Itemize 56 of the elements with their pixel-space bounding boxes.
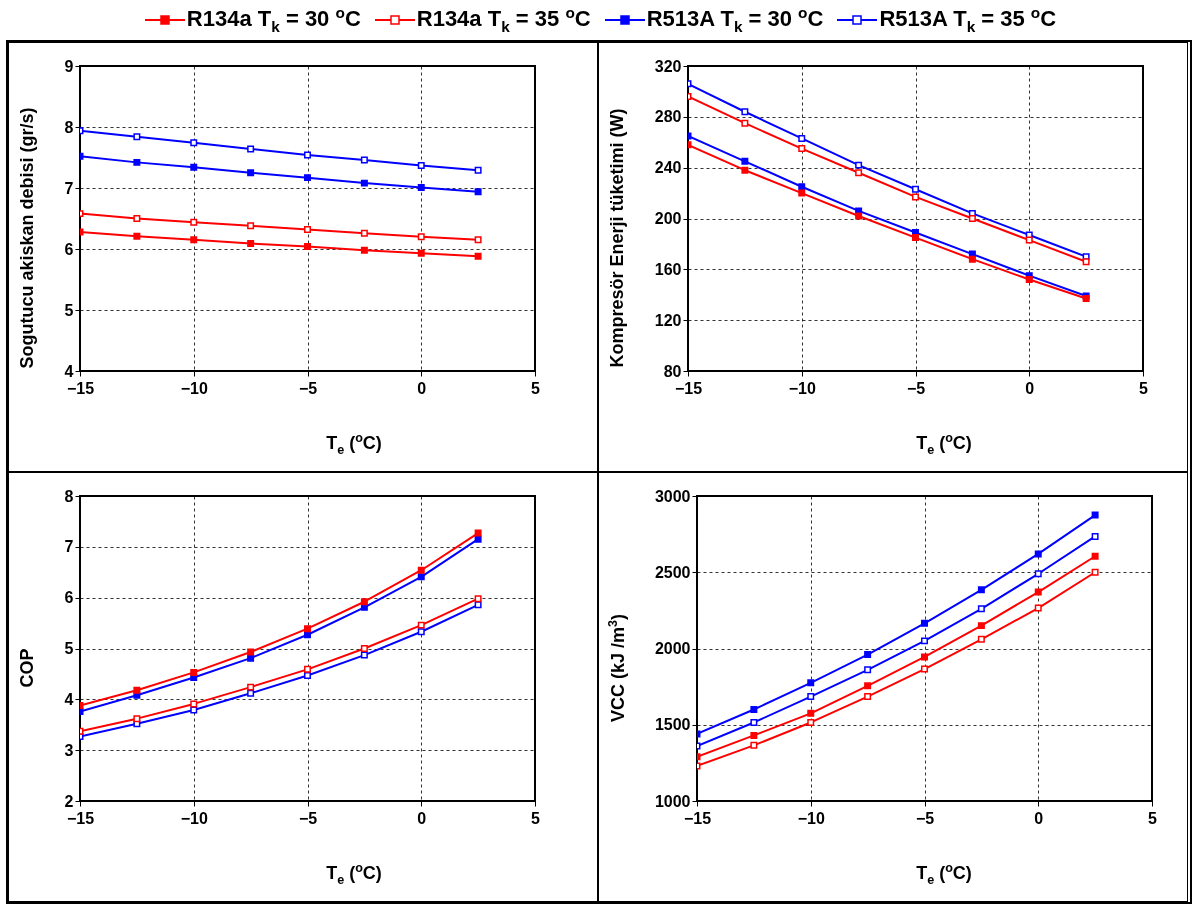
y-tick-label: 2500	[654, 563, 691, 581]
y-tick-label: 120	[654, 311, 682, 329]
x-tick-label: −10	[788, 379, 816, 397]
x-tick-label: 5	[531, 379, 541, 397]
y-tick-label: 4	[64, 362, 74, 380]
y-tick-label: 6	[64, 240, 74, 258]
y-tick-label: 9	[64, 57, 74, 75]
y-tick-label: 7	[64, 179, 74, 197]
x-tick-label: −5	[906, 379, 926, 397]
x-tick-label: −15	[66, 809, 95, 827]
x-axis-title: T$_{e}$ ($^{o}$C)	[324, 861, 384, 887]
legend-label: R513A T$_{k}$ = 30 $^{o}$C	[646, 4, 824, 36]
y-axis-title: Kompresör Enerji tüketimi (W)	[606, 108, 628, 368]
y-tick-label: 160	[654, 260, 682, 278]
legend-label: R513A T$_{k}$ = 35 $^{o}$C	[879, 4, 1057, 36]
x-tick-label: 0	[1025, 379, 1035, 397]
x-tick-label: 5	[531, 809, 541, 827]
y-tick-label: 320	[654, 57, 682, 75]
x-tick-label: 5	[1148, 809, 1158, 827]
x-tick-label: 0	[1034, 809, 1044, 827]
y-tick-label: 280	[654, 108, 682, 126]
y-tick-label: 1000	[654, 792, 691, 810]
y-tick-label: 2000	[654, 640, 691, 657]
legend-label: R134a T$_{k}$ = 35 $^{o}$C	[416, 4, 591, 36]
x-axis-title: T$_{e}$ ($^{o}$C)	[914, 861, 974, 887]
x-tick-label: 5	[1139, 379, 1149, 397]
legend-label: R134a T$_{k}$ = 30 $^{o}$C	[186, 4, 361, 36]
x-tick-label: −10	[180, 379, 208, 397]
x-tick-label: −5	[915, 809, 935, 827]
y-tick-label: 3	[64, 741, 74, 759]
y-tick-label: 200	[654, 210, 682, 227]
x-tick-label: 0	[417, 379, 427, 397]
y-tick-label: 6	[64, 589, 74, 607]
y-tick-label: 1500	[654, 716, 691, 734]
y-tick-label: 7	[64, 538, 74, 556]
x-axis-title: T$_{e}$ ($^{o}$C)	[914, 431, 974, 457]
x-axis-title: T$_{e}$ ($^{o}$C)	[324, 431, 384, 457]
x-tick-label: −10	[180, 809, 208, 827]
y-tick-label: 8	[64, 118, 74, 136]
y-tick-label: 4	[64, 690, 74, 708]
y-tick-label: 5	[64, 301, 74, 319]
x-tick-label: −10	[797, 809, 825, 827]
x-tick-label: −15	[674, 379, 703, 397]
y-tick-label: 8	[64, 487, 74, 505]
y-tick-label: 5	[64, 640, 74, 657]
y-tick-label: 2	[64, 792, 74, 810]
x-tick-label: −5	[298, 379, 318, 397]
x-tick-label: 0	[417, 809, 427, 827]
x-tick-label: −5	[298, 809, 318, 827]
y-tick-label: 240	[654, 159, 682, 177]
y-tick-label: 3000	[654, 487, 691, 505]
x-tick-label: −15	[683, 809, 712, 827]
y-axis-title: COP	[16, 648, 38, 688]
y-axis-title: Sogutucu akiskan debisi (gr/s)	[16, 107, 38, 369]
y-tick-label: 80	[663, 362, 682, 380]
x-tick-label: −15	[66, 379, 95, 397]
